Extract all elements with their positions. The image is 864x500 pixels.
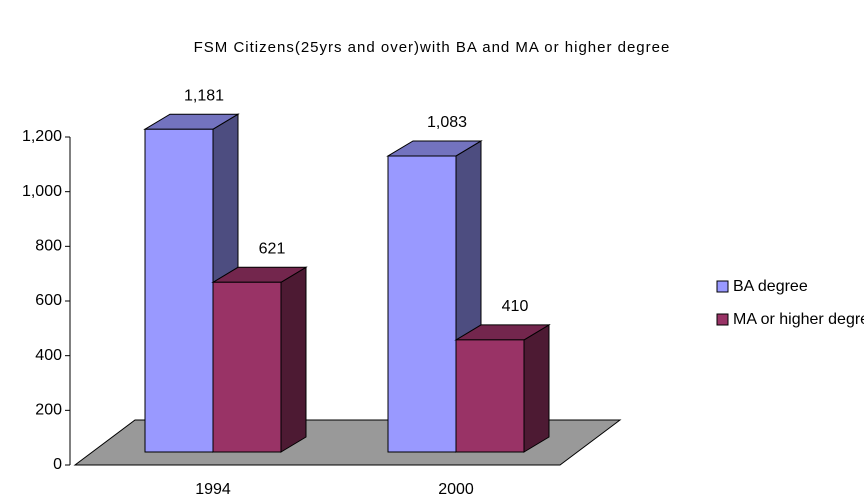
bar-face xyxy=(280,266,307,453)
bar-face xyxy=(455,339,525,453)
value-label: 410 xyxy=(502,298,529,315)
y-tick-label: 1,200 xyxy=(22,128,62,145)
bar xyxy=(211,266,308,453)
y-tick-label: 0 xyxy=(53,456,62,473)
y-tick-label: 1,000 xyxy=(22,183,62,200)
y-tick-label: 600 xyxy=(35,292,62,309)
bar-face xyxy=(387,155,457,453)
x-tick-label: 1994 xyxy=(195,481,231,498)
bar xyxy=(454,324,551,453)
legend-label: MA or higher degree xyxy=(733,311,864,328)
legend-swatch xyxy=(716,313,729,326)
value-label: 1,181 xyxy=(184,87,224,104)
y-tick-label: 200 xyxy=(35,402,62,419)
chart-title: FSM Citizens(25yrs and over)with BA and … xyxy=(193,39,671,56)
legend-label: BA degree xyxy=(733,278,808,295)
bar-face xyxy=(212,281,282,453)
value-label: 621 xyxy=(259,240,286,257)
bar-face xyxy=(144,128,214,453)
legend-swatch xyxy=(716,280,729,293)
y-tick-label: 400 xyxy=(35,347,62,364)
x-tick-label: 2000 xyxy=(438,481,474,498)
value-label: 1,083 xyxy=(427,114,467,131)
y-tick-label: 800 xyxy=(35,238,62,255)
bar-face xyxy=(523,324,550,453)
